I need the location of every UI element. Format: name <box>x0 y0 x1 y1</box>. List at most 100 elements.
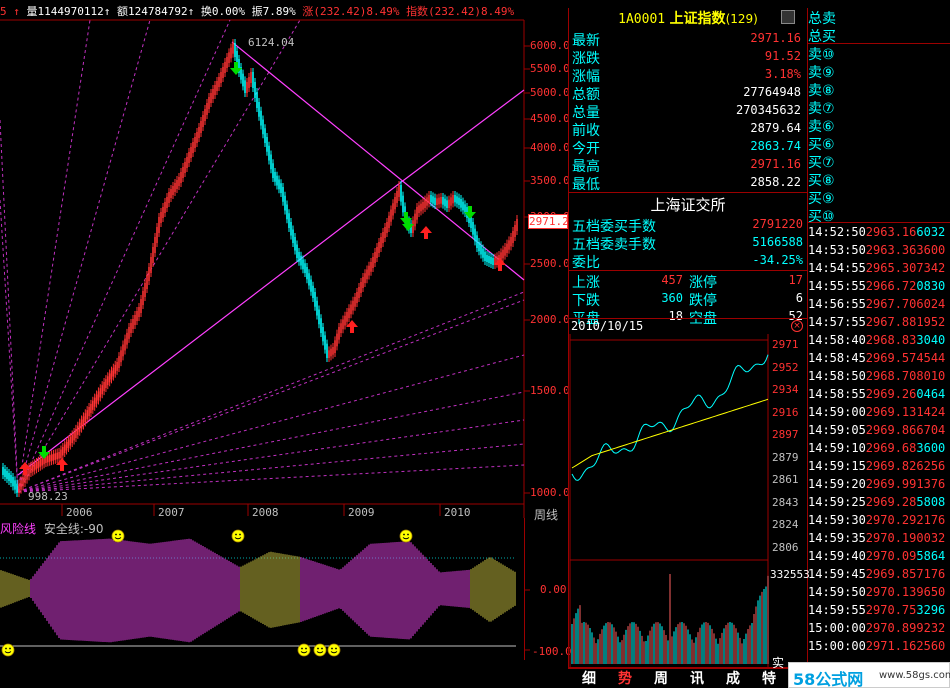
bottom-tab[interactable]: 周 <box>654 671 668 687</box>
menu-icon[interactable] <box>781 10 795 24</box>
tick-time: 14:59:45 <box>808 567 866 581</box>
risk-indicator-chart[interactable] <box>0 518 524 658</box>
ratio-row: 委比 -34.25% <box>569 252 809 271</box>
quote-row: 最新 2971.16 <box>569 30 807 49</box>
empty-value: 52 <box>788 309 803 323</box>
exchange-name: 上海证交所 <box>650 196 726 214</box>
bottom-tab[interactable]: 讯 <box>690 671 704 687</box>
tick-row: 14:59:252969.285808 <box>808 495 950 513</box>
tick-volume: 1424 <box>916 405 946 419</box>
intraday-real-tab[interactable]: 实 <box>772 656 785 670</box>
price-axis-label: 2500.0 <box>530 257 570 270</box>
watermark-url: www.58gs.com <box>879 670 950 681</box>
tick-volume: 1952 <box>916 315 946 329</box>
tick-row: 14:59:052969.866704 <box>808 423 950 441</box>
quote-value: 2971.16 <box>750 31 801 45</box>
price-axis-label: 3500.0 <box>530 174 570 187</box>
quote-label: 最新 <box>572 33 600 49</box>
idx-label: 指数 <box>406 5 429 18</box>
up-arrow-icon: ↑ <box>103 5 111 18</box>
tick-price: 2970.75 <box>865 603 917 617</box>
period-label: 周线 <box>534 508 559 522</box>
indicator-name: 风险线 <box>0 522 37 536</box>
tick-row: 14:59:352970.190032 <box>808 531 950 549</box>
year-label: 2007 <box>158 506 185 519</box>
indicator-header: 风险线 安全线:-90 <box>0 520 104 537</box>
tick-price: 2967.70 <box>865 297 917 311</box>
side-book-row: 卖⑧ <box>808 83 835 99</box>
tick-price: 2966.72 <box>865 279 917 293</box>
bottom-tab[interactable]: 细 <box>582 671 596 687</box>
quote-row: 前收 2879.64 <box>569 120 807 139</box>
tick-price: 2970.13 <box>865 585 917 599</box>
intraday-avg-line <box>571 398 769 469</box>
quote-row: 总额 27764948 <box>569 84 807 103</box>
quote-value: 27764948 <box>743 85 801 99</box>
low-label: 998.23 <box>28 490 68 503</box>
bottom-tab[interactable]: 特 <box>762 671 776 687</box>
down-value: 360 <box>661 291 683 305</box>
idx-value: (232.42)8.49% <box>428 5 515 18</box>
tick-time: 14:59:25 <box>808 495 866 509</box>
tick-time: 14:58:55 <box>808 387 866 401</box>
tick-volume: 8010 <box>916 369 946 383</box>
quote-row: 最低 2858.22 <box>569 174 807 193</box>
tick-time: 15:00:00 <box>808 639 866 653</box>
quote-value: 2971.16 <box>750 157 801 171</box>
vol-label: 量 <box>26 5 38 18</box>
five-buy-value: 2791220 <box>752 217 803 231</box>
tick-price: 2970.09 <box>865 549 917 563</box>
tick-row: 14:58:452969.574544 <box>808 351 950 369</box>
amt-label: 额 <box>116 5 128 18</box>
amp-value: 7.89% <box>262 5 296 18</box>
tick-time: 14:55:55 <box>808 279 866 293</box>
intraday-volume-bars <box>571 574 769 664</box>
chg-value: (232.42)8.49% <box>313 5 400 18</box>
tick-row: 14:58:552969.260464 <box>808 387 950 405</box>
bottom-tab-bar: 细势周讯成特 <box>568 668 808 688</box>
gann-fan-lines <box>0 19 525 493</box>
year-label: 2009 <box>348 506 375 519</box>
price-axis-ticks <box>524 45 530 494</box>
tick-volume: 9232 <box>916 621 946 635</box>
tick-volume: 9650 <box>916 585 946 599</box>
side-book-row: 买⑧ <box>808 173 835 189</box>
intraday-axis-label: 2971 <box>772 338 799 351</box>
tick-row: 14:59:502970.139650 <box>808 585 950 603</box>
tick-time: 14:57:55 <box>808 315 866 329</box>
intraday-axis-label: 2952 <box>772 360 799 374</box>
side-book-row: 卖⑥ <box>808 119 835 135</box>
five-buy-row: 五档委买手数 2791220 <box>569 216 809 235</box>
empty-label: 空盘 <box>689 311 717 327</box>
tick-time: 14:54:55 <box>808 261 866 275</box>
tick-volume: 6032 <box>916 225 946 239</box>
intraday-chart[interactable] <box>568 334 808 668</box>
quote-label: 涨跌 <box>572 51 600 67</box>
quote-value: 91.52 <box>764 49 801 63</box>
tick-volume: 1376 <box>916 477 946 491</box>
tick-row: 15:00:002971.162560 <box>808 639 950 657</box>
tick-volume: 0032 <box>916 531 946 545</box>
quote-title: 1A0001 上证指数(129) <box>569 8 807 28</box>
tick-volume: 4544 <box>916 351 946 365</box>
tick-price: 2970.89 <box>865 621 917 635</box>
five-sell-value: 5166588 <box>752 235 803 249</box>
header-marker: 5 ↑ <box>0 5 20 18</box>
price-axis-label: 4000.0 <box>530 141 570 154</box>
amt-value: 124784792 <box>127 5 188 18</box>
bottom-tab[interactable]: 成 <box>726 671 740 687</box>
intraday-axis-label: 2934 <box>772 383 799 396</box>
tick-row: 14:56:552967.706024 <box>808 297 950 315</box>
tick-list[interactable]: 14:52:502963.166032 14:53:502963.363600 14… <box>808 222 950 662</box>
ratio-value: -34.25% <box>752 253 803 267</box>
tick-volume: 5808 <box>916 495 946 509</box>
intraday-close-icon[interactable]: × <box>791 320 803 332</box>
quote-value: 270345632 <box>735 103 801 117</box>
tick-volume: 3600 <box>916 441 946 455</box>
kline-chart[interactable] <box>0 0 568 518</box>
year-label: 2008 <box>252 506 279 519</box>
tick-volume: 5864 <box>916 549 946 563</box>
bottom-tab[interactable]: 势 <box>618 671 632 687</box>
turnover-value: 0.00% <box>211 5 245 18</box>
intraday-axis-label: 2824 <box>772 518 799 531</box>
